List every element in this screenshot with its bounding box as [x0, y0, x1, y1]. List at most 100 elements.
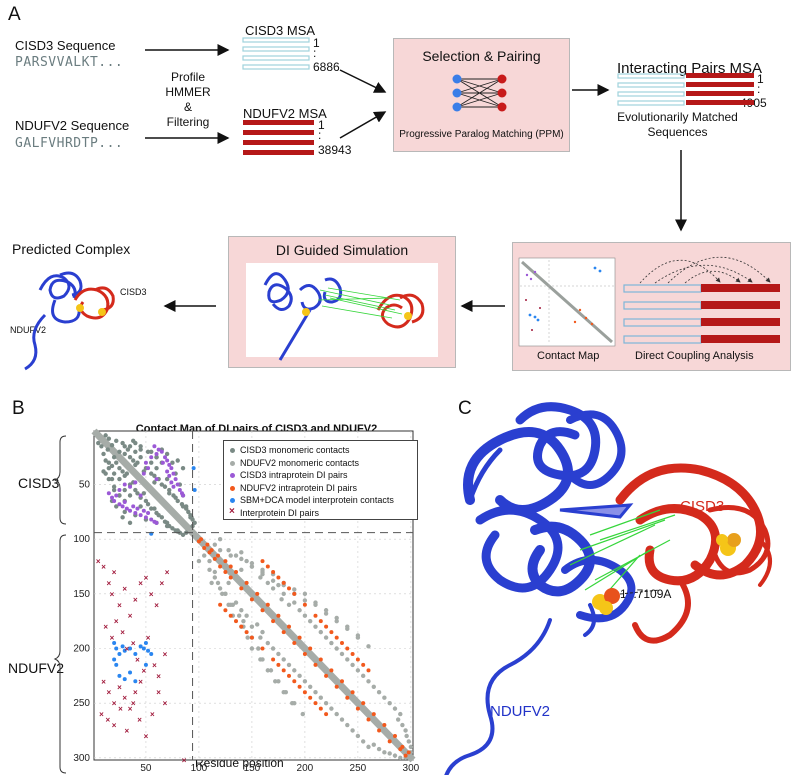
data-point: [258, 575, 263, 580]
data-point: [133, 651, 138, 656]
data-point: [162, 484, 168, 489]
data-point: [297, 673, 302, 679]
data-point: [355, 733, 361, 739]
nduf-ribbon: [444, 402, 636, 775]
data-point: [156, 447, 161, 452]
data-point: [281, 580, 286, 585]
legend-label: NDUFV2 intraprotein DI pairs: [240, 482, 358, 493]
data-point: [366, 644, 371, 649]
data-point: [110, 495, 115, 500]
legend-swatch: [230, 498, 235, 503]
data-point: [109, 443, 115, 448]
data-point: [96, 440, 101, 446]
data-point: [318, 706, 323, 711]
data-point: [111, 484, 117, 489]
data-point: [382, 695, 387, 700]
data-point: [120, 469, 125, 474]
data-point: [184, 504, 189, 509]
y-tick-label: 250: [73, 698, 90, 709]
pred-nduf-label: NDUFV2: [10, 325, 47, 335]
predicted-complex-proteins: [24, 271, 115, 371]
data-point: [133, 510, 138, 515]
data-point: [302, 651, 307, 656]
data-point: ×: [138, 677, 143, 686]
data-point: [154, 520, 159, 525]
data-point: [188, 515, 193, 520]
data-point: [167, 491, 172, 496]
data-point: [133, 440, 138, 446]
nduf-msa-dot: :: [318, 128, 322, 142]
data-point: [106, 476, 112, 482]
data-point: [192, 488, 197, 493]
data-point: [218, 564, 223, 569]
data-point: [361, 701, 366, 706]
legend-swatch: [230, 473, 235, 478]
data-point: [339, 641, 344, 646]
data-point: ×: [182, 756, 187, 765]
panel-a-graphics: [24, 37, 780, 371]
data-point: [143, 515, 148, 520]
data-point: [117, 493, 122, 498]
data-point: [138, 444, 143, 449]
data-point: [105, 447, 110, 452]
data-point: [122, 648, 127, 653]
data-point: [287, 624, 292, 629]
legend-swatch: [230, 460, 235, 466]
cisd3-msa-title: CISD3 MSA: [245, 23, 316, 38]
amp-text: &: [183, 100, 192, 114]
data-point: [260, 571, 265, 577]
data-point: [114, 662, 119, 667]
data-point: [345, 626, 350, 632]
data-point: [205, 542, 210, 547]
data-point: [395, 717, 401, 722]
cisd3-sequence: PARSVVALKT...: [15, 55, 124, 70]
data-point: [239, 567, 244, 573]
data-point: ×: [117, 601, 122, 610]
data-point: [135, 506, 140, 511]
data-point: [276, 679, 281, 684]
panel-c-letter: C: [458, 398, 472, 419]
dca-coupling-arcs: [639, 256, 771, 284]
data-point: [154, 477, 159, 482]
data-point: [281, 657, 286, 662]
data-point: [117, 673, 122, 678]
data-point: [270, 586, 276, 591]
nduf-msa-count: 38943: [318, 143, 352, 157]
x-tick-label: 250: [350, 763, 367, 774]
data-point: [223, 608, 228, 613]
di-sim-proteins: [263, 272, 425, 361]
selection-title: Selection & Pairing: [422, 48, 541, 64]
data-point: [366, 668, 371, 673]
x-tick-label: 200: [297, 763, 314, 774]
data-point: [124, 471, 130, 476]
data-point: [120, 504, 125, 509]
data-point: ×: [141, 666, 146, 675]
data-point: [276, 662, 281, 667]
legend-swatch: [230, 448, 235, 453]
data-point: [270, 578, 276, 583]
data-point: [360, 673, 366, 679]
data-point: [112, 657, 117, 662]
data-point: [177, 488, 182, 493]
data-point: [209, 548, 214, 553]
data-point: ×: [135, 655, 140, 664]
data-point: [212, 569, 218, 575]
data-point: [106, 436, 112, 441]
data-point: [297, 635, 302, 640]
data-point: [323, 700, 329, 706]
data-point: ×: [165, 568, 170, 577]
data-point: [366, 717, 371, 722]
data-point: [345, 646, 350, 651]
data-point: [122, 444, 127, 449]
data-point: [207, 558, 212, 564]
data-point: [398, 711, 403, 717]
data-point: [220, 591, 225, 597]
cisd3-msa-dot: :: [313, 46, 317, 60]
panel-b-letter: B: [12, 398, 25, 419]
data-point: [260, 608, 265, 613]
cisd3-seq-label: CISD3 Sequence: [15, 38, 116, 53]
data-point: [186, 509, 191, 515]
data-point: [350, 651, 355, 656]
data-point: [152, 506, 157, 511]
data-point: [117, 449, 122, 454]
